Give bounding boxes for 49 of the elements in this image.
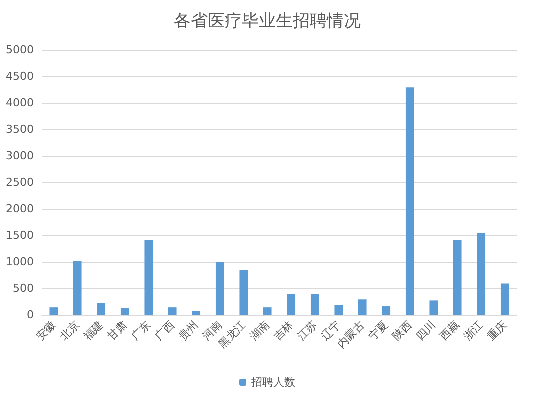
x-tick-label: 重庆 — [484, 318, 510, 344]
y-tick-label: 4000 — [6, 96, 34, 110]
bar — [477, 233, 486, 315]
x-tick-label: 吉林 — [271, 318, 296, 344]
y-tick-label: 2500 — [6, 176, 34, 189]
x-tick-label: 浙江 — [461, 318, 486, 344]
x-tick-label: 西藏 — [437, 318, 462, 344]
x-tick-label: 宁夏 — [366, 318, 391, 344]
x-tick-label: 贵州 — [176, 318, 201, 344]
bar — [73, 261, 82, 315]
x-tick-label: 广西 — [152, 318, 178, 344]
bar — [453, 240, 462, 315]
y-tick-label: 5000 — [6, 44, 34, 56]
y-tick-label: 1500 — [6, 229, 34, 242]
bar — [50, 308, 58, 315]
y-tick-label: 3000 — [6, 150, 34, 162]
bar — [334, 305, 344, 315]
y-tick-label: 500 — [13, 282, 34, 295]
bar — [192, 311, 201, 315]
bar — [382, 306, 391, 315]
y-tick-label: 4500 — [6, 70, 34, 83]
bar — [500, 284, 510, 315]
x-tick-label: 湖南 — [247, 318, 272, 344]
y-tick-label: 0 — [27, 308, 34, 322]
bar — [263, 308, 272, 315]
bar — [310, 294, 320, 315]
x-tick-label: 北京 — [57, 318, 82, 344]
x-tick-label: 陕西 — [390, 318, 415, 344]
y-tick-label: 1000 — [6, 256, 34, 268]
x-tick-label: 甘肃 — [104, 318, 130, 344]
bar — [430, 300, 438, 315]
chart-title: 各省医疗毕业生招聘情况 — [174, 12, 361, 32]
bar — [120, 308, 130, 315]
y-tick-label: 3500 — [6, 123, 34, 136]
x-tick-label: 四川 — [414, 318, 438, 344]
x-tick-label: 江苏 — [294, 318, 320, 344]
bar — [168, 308, 177, 315]
x-tick-label: 福建 — [81, 318, 106, 344]
bar — [406, 88, 414, 315]
y-tick-label: 2000 — [6, 202, 34, 216]
bar — [216, 262, 224, 315]
x-tick-label: 安徽 — [34, 318, 58, 344]
bar — [358, 300, 367, 315]
legend-label: 招聘人数 — [250, 376, 296, 389]
bar — [240, 270, 248, 315]
x-tick-label: 广东 — [128, 318, 154, 344]
bar — [287, 294, 296, 315]
bar — [144, 240, 154, 315]
bar — [97, 303, 106, 315]
